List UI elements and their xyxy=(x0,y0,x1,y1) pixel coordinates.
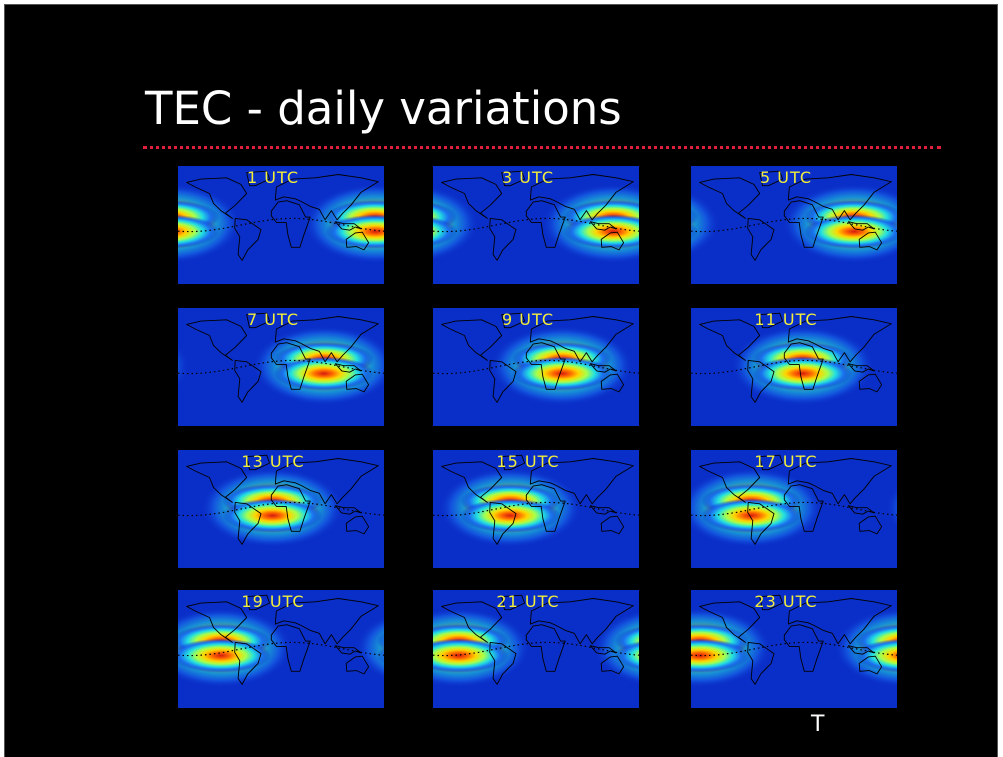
utc-label: 3 UTC xyxy=(502,168,554,187)
tec-map xyxy=(178,590,384,708)
tec-map xyxy=(433,450,639,568)
utc-label: 17 UTC xyxy=(754,452,818,471)
tec-map-panel: 23 UTC xyxy=(691,590,897,708)
tec-map-panel: 13 UTC xyxy=(178,450,384,568)
tec-map-panel: 11 UTC xyxy=(691,308,897,426)
tec-map xyxy=(433,166,639,284)
tec-map-panel: 21 UTC xyxy=(433,590,639,708)
utc-label: 11 UTC xyxy=(754,310,818,329)
utc-label: 1 UTC xyxy=(247,168,299,187)
utc-label: 19 UTC xyxy=(241,592,305,611)
utc-label: 5 UTC xyxy=(760,168,812,187)
utc-label: 13 UTC xyxy=(241,452,305,471)
tec-map xyxy=(691,590,897,708)
tec-map xyxy=(691,166,897,284)
tec-map-panel: 15 UTC xyxy=(433,450,639,568)
slide-title: TEC - daily variations xyxy=(145,82,622,135)
title-underline xyxy=(143,146,941,149)
tec-map xyxy=(433,308,639,426)
tec-map-panel: 3 UTC xyxy=(433,166,639,284)
tec-map xyxy=(178,450,384,568)
tec-map-panel: 7 UTC xyxy=(178,308,384,426)
tec-map xyxy=(433,590,639,708)
tec-map-panel: 9 UTC xyxy=(433,308,639,426)
utc-label: 9 UTC xyxy=(502,310,554,329)
slide: TEC - daily variations 1 UTC 3 UTC 5 UTC 7 … xyxy=(4,4,998,757)
tec-map xyxy=(178,308,384,426)
tec-map xyxy=(691,308,897,426)
tec-map-panel: 1 UTC xyxy=(178,166,384,284)
tec-map-panel: 5 UTC xyxy=(691,166,897,284)
utc-label: 23 UTC xyxy=(754,592,818,611)
tec-map-panel: 17 UTC xyxy=(691,450,897,568)
utc-label: 7 UTC xyxy=(247,310,299,329)
corner-letter: T xyxy=(811,712,825,737)
tec-map-panel: 19 UTC xyxy=(178,590,384,708)
tec-map xyxy=(691,450,897,568)
utc-label: 21 UTC xyxy=(496,592,560,611)
tec-map xyxy=(178,166,384,284)
utc-label: 15 UTC xyxy=(496,452,560,471)
